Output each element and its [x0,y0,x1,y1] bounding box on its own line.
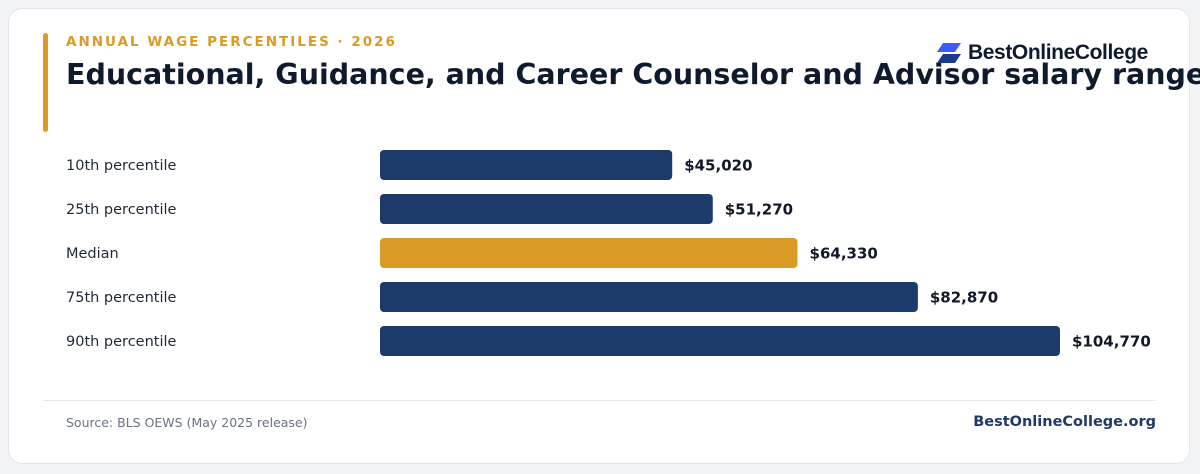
category-label-90th-percentile: 90th percentile [66,334,177,350]
title-accent-bar [43,33,48,132]
bar-90th-percentile [380,326,1060,356]
chart-card [8,8,1190,464]
brand-name: BestOnlineCollege [968,41,1148,64]
category-label-75th-percentile: 75th percentile [66,290,177,306]
bar-10th-percentile [380,150,673,180]
bar-75th-percentile [380,282,918,312]
category-label-median: Median [66,246,119,262]
source-note: Source: BLS OEWS (May 2025 release) [66,415,308,430]
bar-25th-percentile [380,194,713,224]
value-label-median: $64,330 [810,245,878,263]
value-label-75th-percentile: $82,870 [930,289,998,307]
footer-divider [43,400,1156,401]
brand-logo[interactable]: BestOnlineCollege [936,40,1148,66]
value-label-10th-percentile: $45,020 [684,157,752,175]
category-label-10th-percentile: 10th percentile [66,158,177,174]
stacked-parallelogram-logo-icon [936,43,962,63]
chart-title: Educational, Guidance, and Career Counse… [66,58,1200,91]
value-label-25th-percentile: $51,270 [725,201,793,219]
eyebrow-label: ANNUAL WAGE PERCENTILES · 2026 [66,34,397,50]
site-link[interactable]: BestOnlineCollege.org [973,414,1156,430]
value-label-90th-percentile: $104,770 [1072,333,1151,351]
bar-median [380,238,798,268]
category-label-25th-percentile: 25th percentile [66,202,177,218]
